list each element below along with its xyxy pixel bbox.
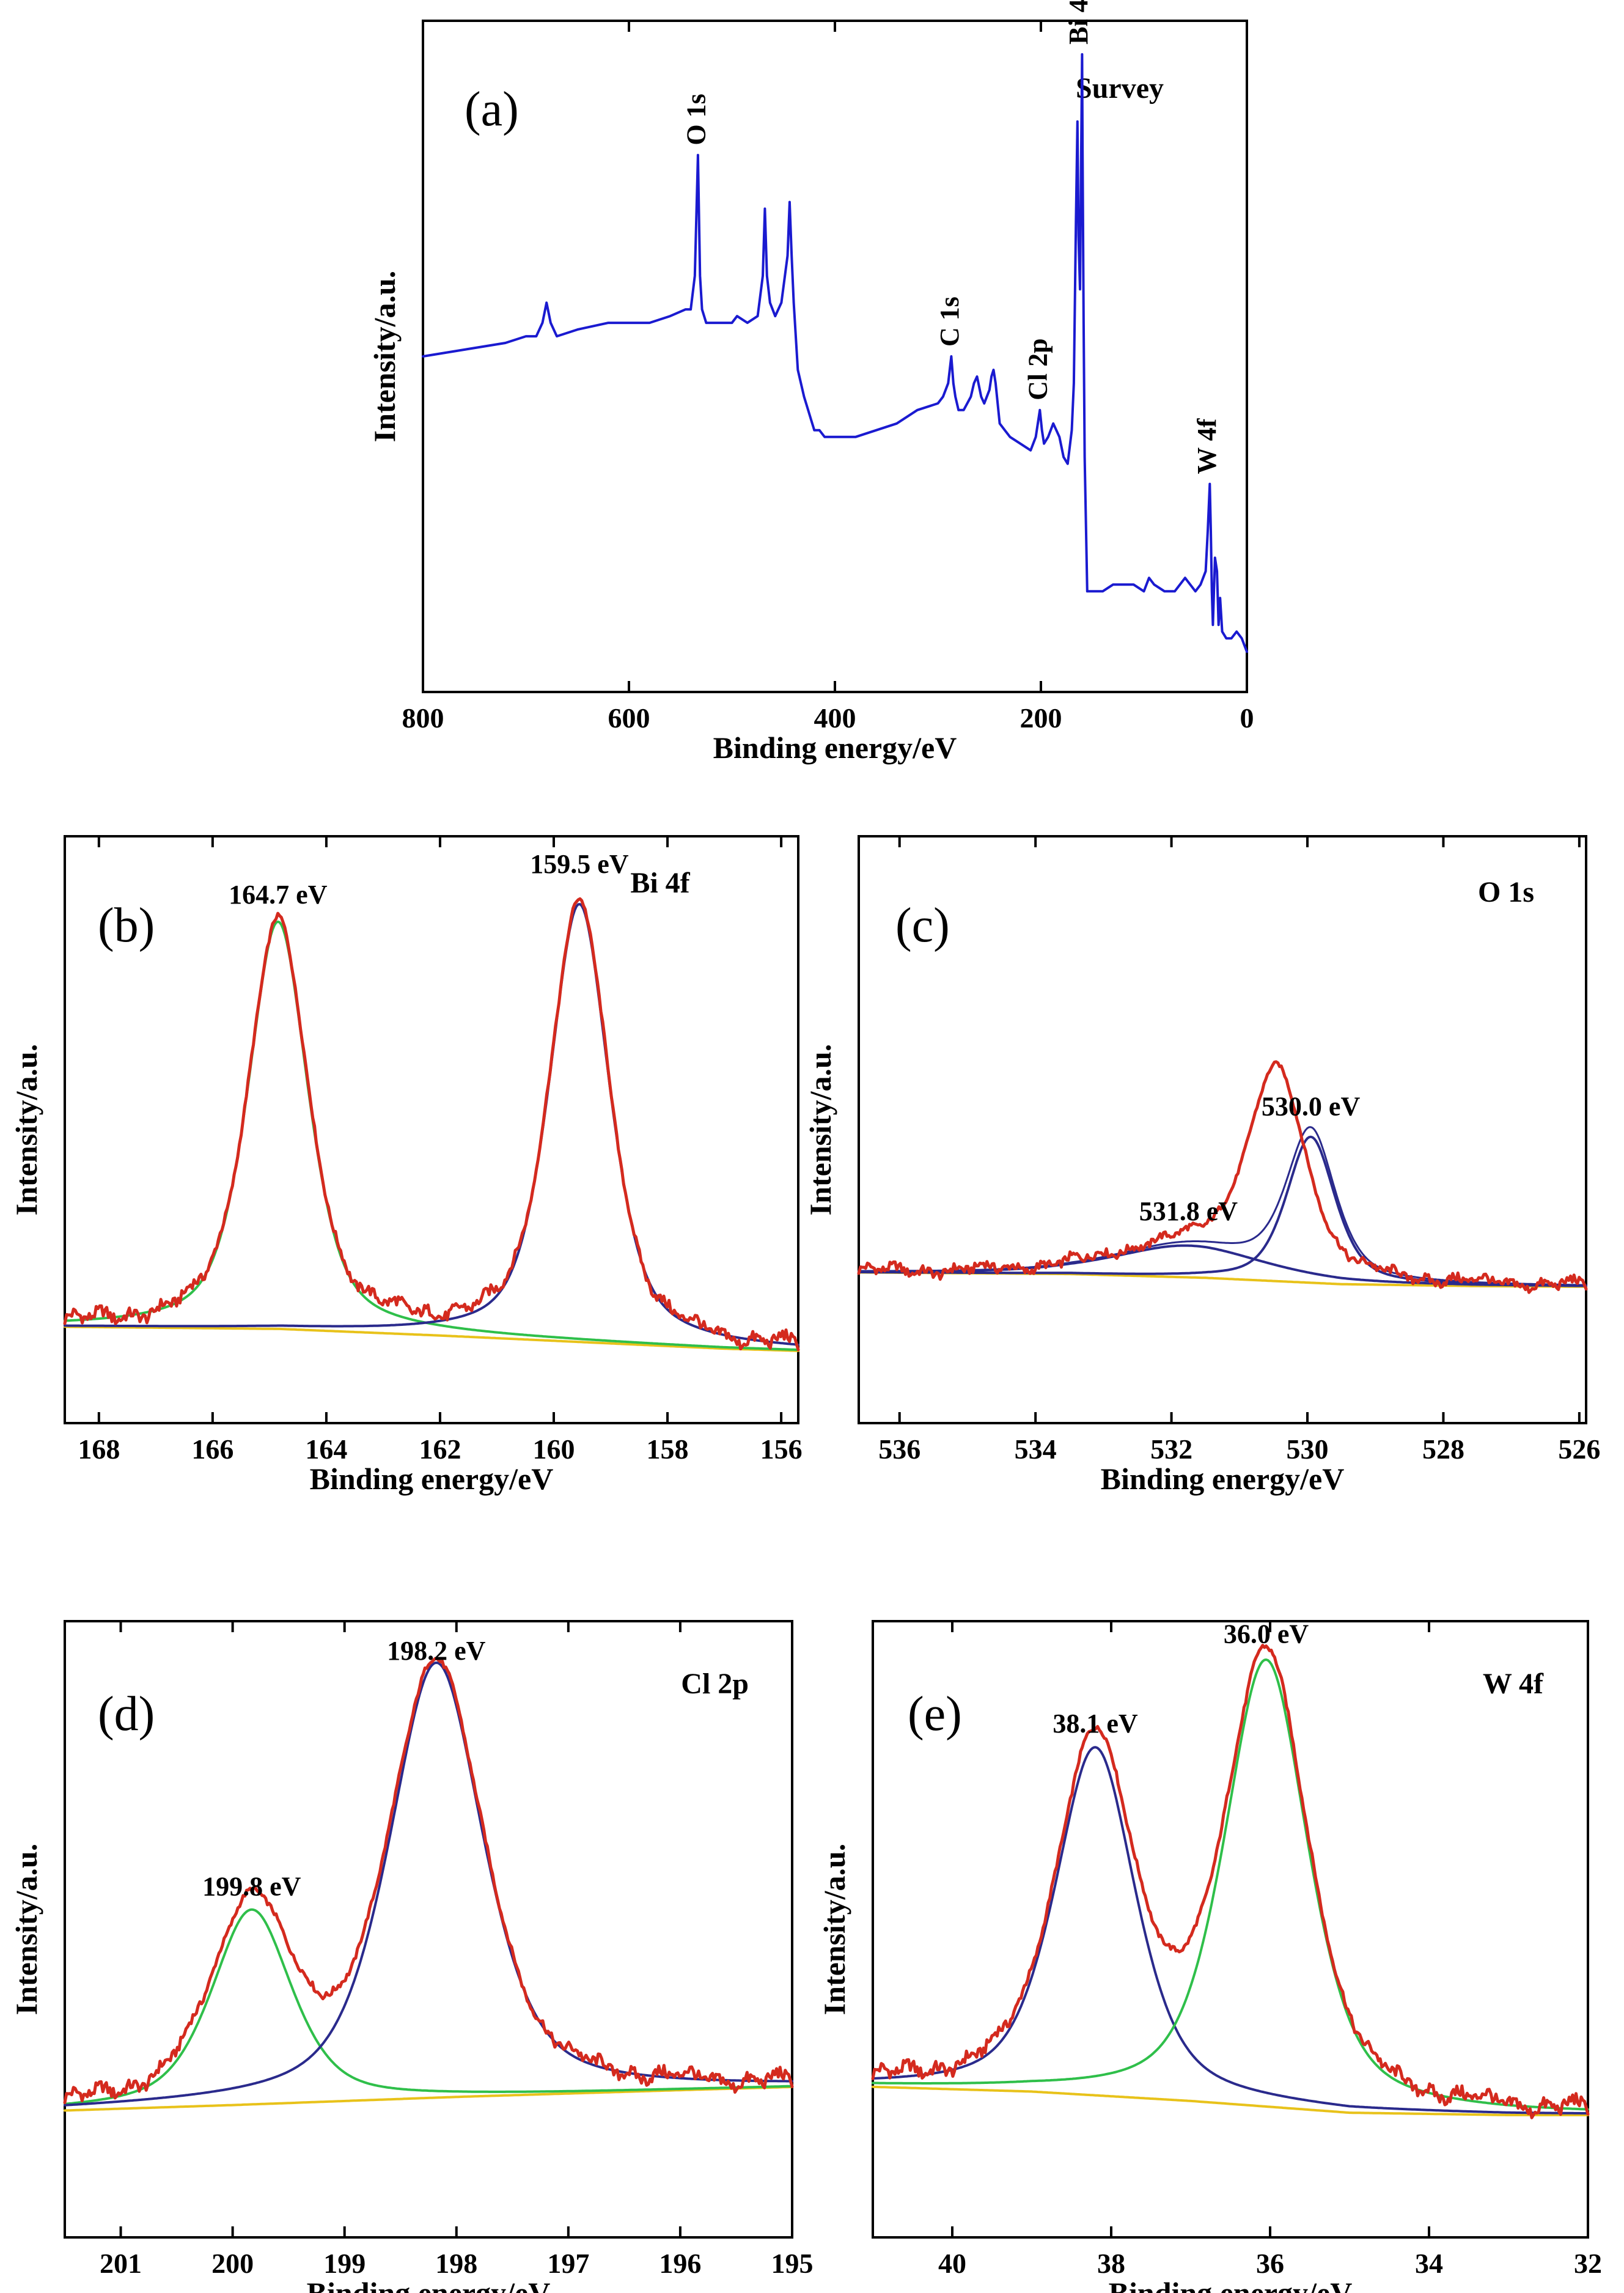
x-tick-label: 199 (323, 2248, 366, 2279)
background-line (872, 2085, 1589, 2116)
peak-label: Bi 4f (1064, 0, 1093, 45)
x-tick-label: 400 (814, 702, 856, 734)
x-tick-label: 198 (435, 2248, 477, 2279)
x-axis-label: Binding energy/eV (1109, 2276, 1353, 2293)
panel-c: 536 534 532 530 528 526 Binding energy/eV Inten… (803, 835, 1600, 1496)
peak-label: 164.7 eV (229, 880, 328, 910)
measured-envelope-line (63, 1657, 794, 2105)
panel-tag: (e) (908, 1687, 962, 1741)
measured-envelope-line (63, 897, 800, 1352)
background-line (64, 1325, 799, 1352)
x-tick-label: 168 (78, 1434, 120, 1465)
x-tick-label: 166 (191, 1434, 233, 1465)
x-tick-label: 36 (1256, 2248, 1284, 2279)
panel-a: 800 600 400 200 0 Binding energy/eV Intensity/… (367, 0, 1254, 765)
peak-label: C 1s (935, 296, 964, 347)
peak-label: 530.0 eV (1262, 1092, 1361, 1122)
fit-sum-line (858, 1126, 1587, 1286)
x-tick-label: 600 (608, 702, 650, 734)
x-tick-label: 197 (547, 2248, 589, 2279)
panel-title: Bi 4f (630, 867, 690, 899)
x-tick-label: 38 (1097, 2248, 1125, 2279)
x-tick-label: 0 (1240, 702, 1254, 734)
x-tick-label: 200 (211, 2248, 254, 2279)
panel-title: Cl 2p (681, 1668, 749, 1700)
panel-title: Survey (1076, 72, 1164, 105)
peak-label: 159.5 eV (530, 849, 629, 879)
panel-tag: (b) (98, 899, 155, 952)
plot-frame (872, 1620, 1589, 2239)
x-tick-label: 201 (100, 2248, 142, 2279)
peak-label: O 1s (681, 94, 711, 145)
x-tick-label: 160 (533, 1434, 575, 1465)
x-tick-label: 530 (1287, 1434, 1329, 1465)
x-tick-label: 528 (1422, 1434, 1464, 1465)
panel-title: W 4f (1483, 1668, 1544, 1700)
fit-component-1 (64, 1908, 793, 2105)
background-line (64, 2085, 793, 2112)
peak-label: 38.1 eV (1053, 1709, 1138, 1739)
fit-component-1 (64, 920, 799, 1352)
measured-envelope-line (857, 1060, 1588, 1294)
x-axis-label: Binding energy/eV (307, 2276, 551, 2293)
y-axis-label: Intensity/a.u. (9, 1844, 43, 2015)
peak-label: W 4f (1192, 418, 1222, 474)
panel-b: 168 166 164 162 160 158 156 Binding energy/eV In… (9, 835, 803, 1496)
plot-frame (422, 20, 1248, 693)
plot-frame (64, 835, 799, 1424)
peak-label: Cl 2p (1023, 338, 1053, 400)
panel-e: 40 38 36 34 32 Binding energy/eV Intensity/a.u… (817, 1619, 1602, 2293)
x-tick-label: 526 (1558, 1434, 1600, 1465)
panel-tag: (d) (98, 1687, 155, 1741)
x-tick-label: 158 (647, 1434, 689, 1465)
x-tick-label: 196 (659, 2248, 701, 2279)
x-tick-label: 195 (771, 2248, 814, 2279)
x-tick-label: 156 (760, 1434, 803, 1465)
y-axis-label: Intensity/a.u. (367, 271, 402, 443)
y-axis-label: Intensity/a.u. (817, 1844, 851, 2015)
fit-component-2 (872, 1658, 1589, 2111)
panel-tag: (a) (465, 83, 519, 136)
panel-d: 201 200 199 198 197 196 195 Binding energy/eV In… (9, 1620, 814, 2293)
x-axis-label: Binding energy/eV (713, 731, 957, 765)
x-tick-label: 32 (1574, 2248, 1602, 2279)
plot-frame (858, 835, 1587, 1424)
survey-spectrum-line (422, 53, 1248, 653)
x-tick-label: 164 (305, 1434, 347, 1465)
fit-component-1 (872, 1746, 1589, 2114)
x-axis-label: Binding energy/eV (310, 1462, 554, 1496)
peak-label: 198.2 eV (387, 1636, 486, 1666)
x-tick-label: 800 (402, 702, 444, 734)
plot-frame (64, 1620, 793, 2239)
panel-title: O 1s (1478, 876, 1534, 908)
panel-tag: (c) (895, 899, 950, 952)
peak-label: 531.8 eV (1139, 1196, 1238, 1226)
x-tick-label: 536 (878, 1434, 920, 1465)
peak-label: 36.0 eV (1224, 1619, 1309, 1649)
y-axis-label: Intensity/a.u. (803, 1044, 837, 1216)
measured-envelope-line (871, 1644, 1590, 2119)
fit-component-2 (64, 1662, 793, 2107)
x-tick-label: 534 (1015, 1434, 1057, 1465)
x-tick-label: 200 (1020, 702, 1062, 734)
fit-component-2 (64, 903, 799, 1346)
x-tick-label: 34 (1415, 2248, 1443, 2279)
x-tick-label: 40 (938, 2248, 966, 2279)
peak-label: 199.8 eV (202, 1871, 301, 1901)
y-axis-label: Intensity/a.u. (9, 1044, 43, 1216)
fit-component-2 (858, 1135, 1587, 1287)
x-axis-label: Binding energy/eV (1101, 1462, 1345, 1496)
x-tick-label: 532 (1150, 1434, 1192, 1465)
x-tick-label: 162 (419, 1434, 461, 1465)
